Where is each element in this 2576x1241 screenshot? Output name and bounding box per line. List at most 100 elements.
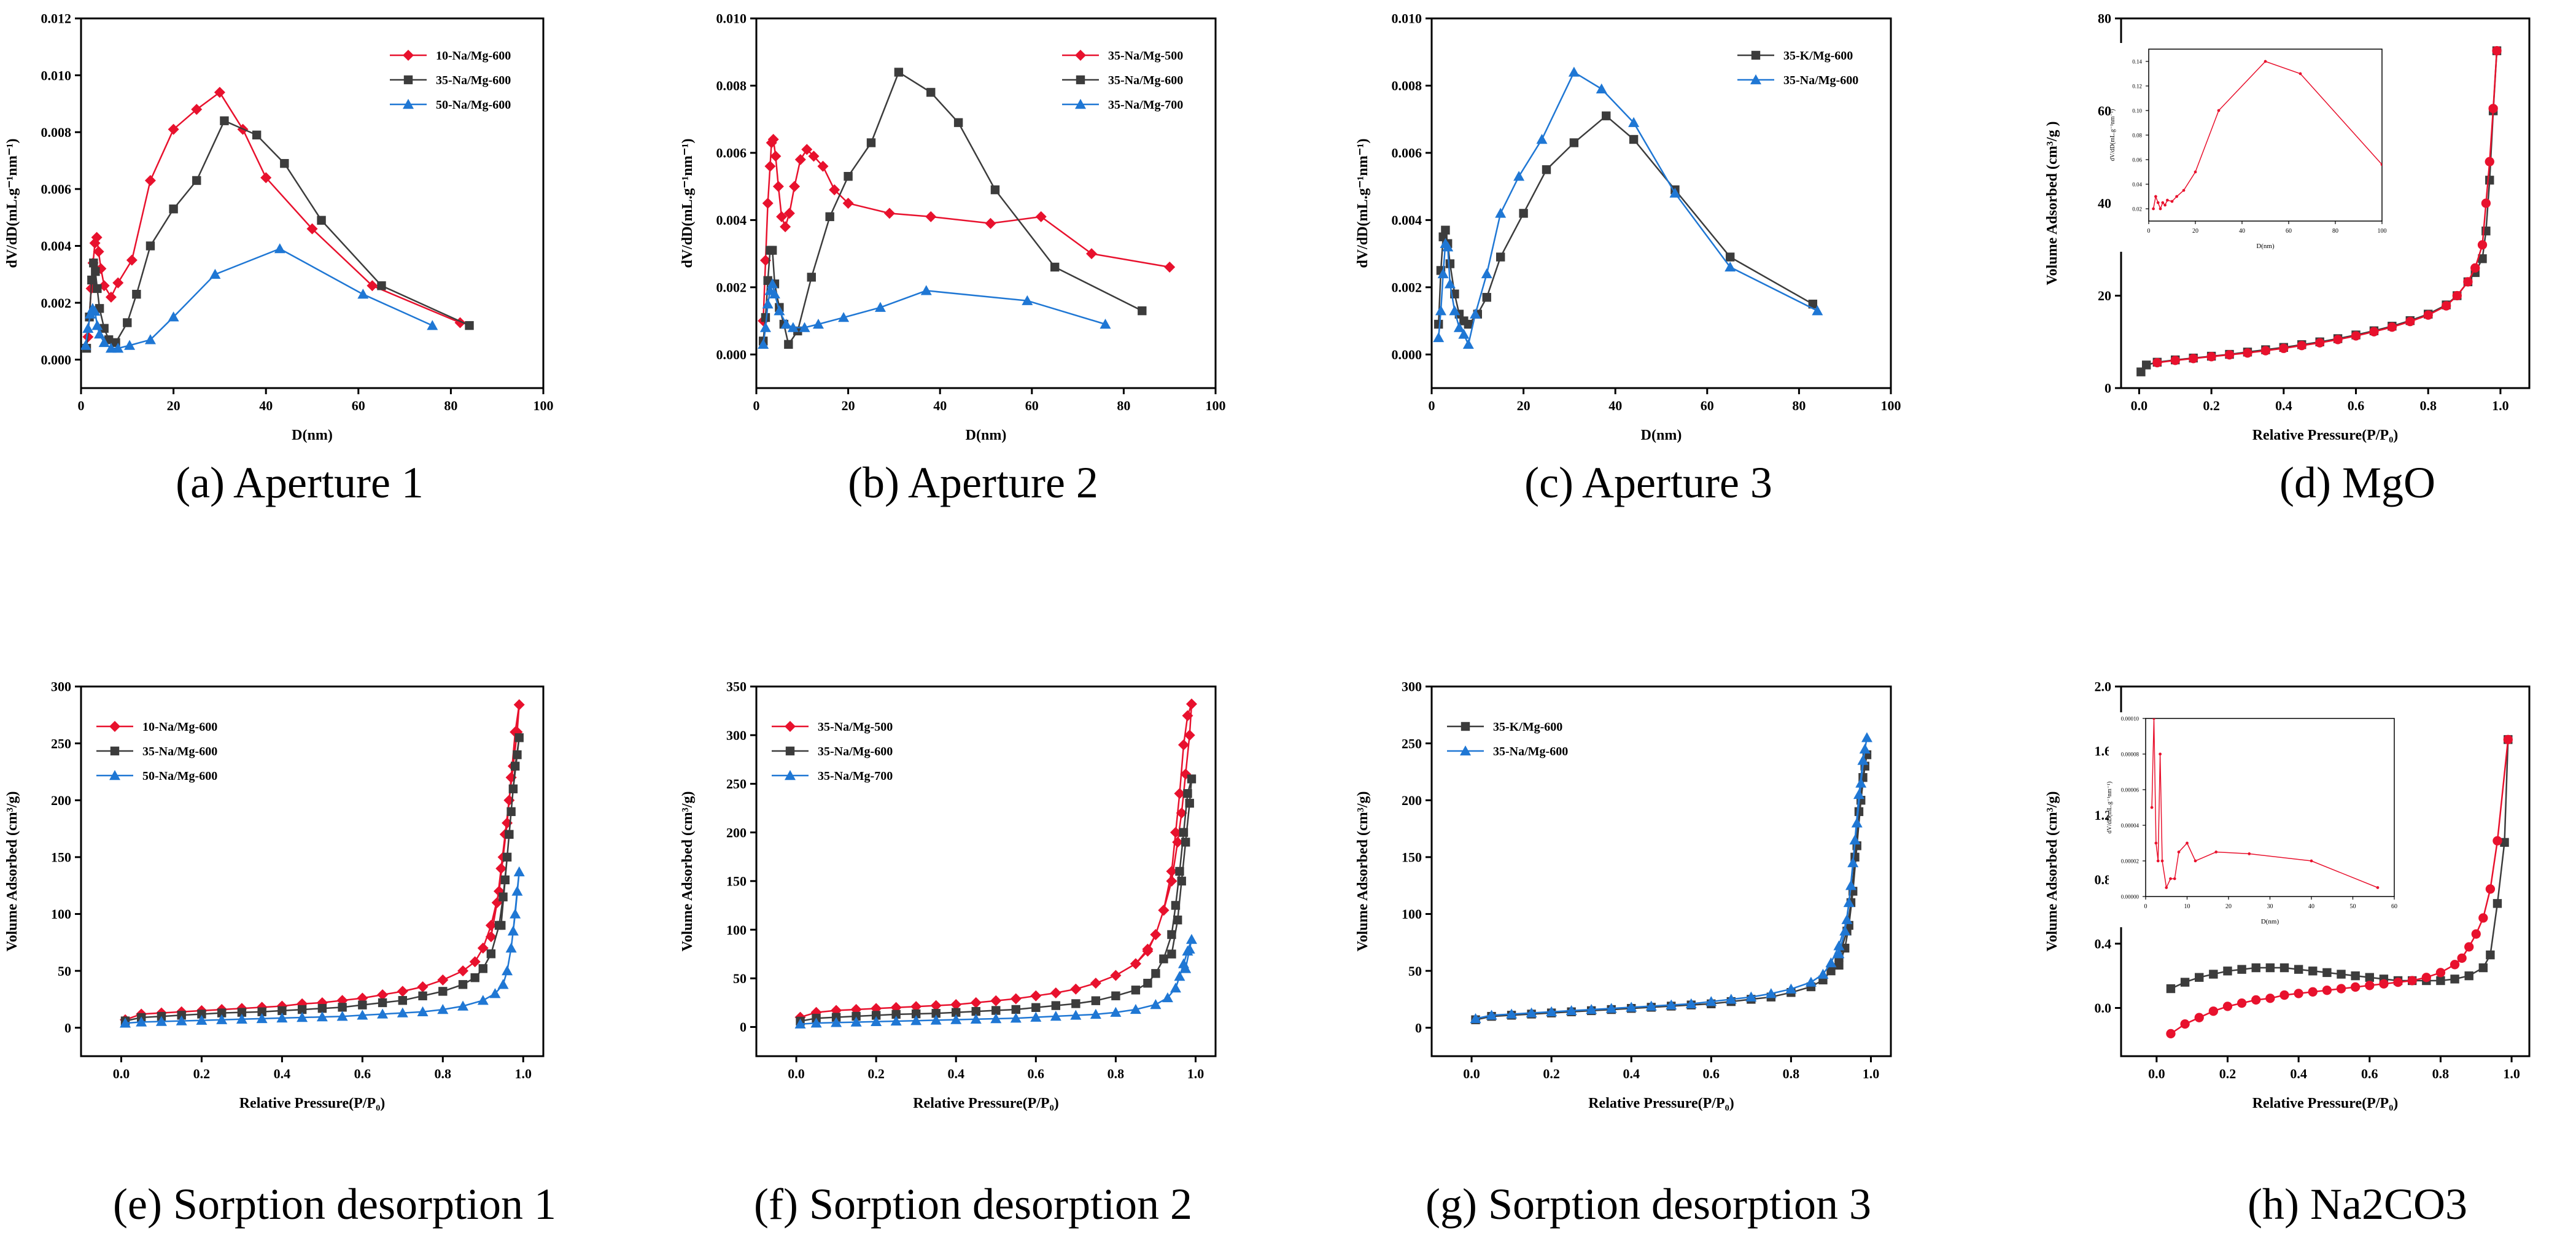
panel-f-xtick-label: 0.8 [1108,1066,1125,1081]
panel-g-legend-label: 35-Na/Mg-600 [1493,745,1568,758]
panel-c-point-35-Na/Mg-600 [1437,268,1449,279]
panel-b-point-35-Na/Mg-600 [866,138,876,147]
panel-f-xtick-label: 0.2 [867,1066,885,1081]
panel-e-ytick-label: 0 [64,1020,71,1035]
panel-h-inset-point-0 [2154,841,2158,845]
panel-c-point-35-Na/Mg-600 [1442,241,1454,252]
panel-g-frame [1430,685,1892,1057]
panel-a-legend-label: 10-Na/Mg-600 [436,49,511,63]
panel-h-point-adsorption [2195,973,2204,982]
panel-g-point-35-Na/Mg-600 [1506,1008,1518,1019]
panel-b-xtick-label: 100 [1206,398,1226,413]
panel-h-point-desorption [2166,1029,2176,1039]
panel-g-xtick-label: 1.0 [1863,1066,1880,1081]
panel-c-ytick-label: 0.000 [1392,347,1422,362]
panel-h-ylabel: Volume Adsorbed (cm³/g) [2044,792,2060,952]
panel-h-point-adsorption [2478,963,2488,973]
panel-h-inset-xtick-label: 20 [2225,903,2232,910]
panel-h-inset-series-line-0 [2151,718,2378,890]
panel-h-point-desorption [2308,987,2318,997]
panel-f-point-35-Na/Mg-500 [1050,987,1061,999]
panel-b-ytick-label: 0.008 [716,78,747,93]
panel-a-point-35-Na/Mg-600 [317,216,326,225]
panel-g-ytick-label: 50 [1408,963,1422,979]
panel-f-data [794,698,1197,1029]
panel-c-xtick-label: 60 [1701,398,1714,413]
panel-h-xtick-label: 1.0 [2503,1066,2520,1081]
panel-g-legend-label: 35-K/Mg-600 [1493,720,1562,734]
panel-f-point-35-Na/Mg-500 [1030,990,1042,1002]
panel-b-point-35-Na/Mg-600 [761,313,770,322]
panel-g-point-35-Na/Mg-600 [1851,817,1863,828]
panel-a-point-50-Na/Mg-600 [209,268,221,279]
panel-b-point-35-Na/Mg-600 [990,185,1000,195]
panel-b-point-35-Na/Mg-700 [762,298,774,309]
panel-a-point-50-Na/Mg-600 [89,305,101,316]
panel-b-point-35-Na/Mg-700 [774,305,785,316]
panel-a-xtick-label: 40 [259,398,273,413]
panel-f-frame [755,685,1217,1057]
panel-e-xtick-label: 0.0 [113,1066,130,1081]
panel-c-plot: 0 20 40 60 80 100 0.000 0.002 0.004 0.006 0.008 0.0… [1355,11,1901,443]
panel-f-point-35-Na/Mg-500 [1184,729,1195,741]
panel-f-point-35-Na/Mg-600 [1181,838,1190,847]
panel-f-point-35-Na/Mg-700 [1180,963,1192,973]
panel-a-point-35-Na/Mg-600 [192,176,201,185]
panel-e-ytick-label: 150 [51,850,71,865]
panel-g-point-35-Na/Mg-600 [1825,957,1837,968]
panel-d-inset-data [2152,60,2382,211]
panel-f-ytick-label: 350 [726,679,747,694]
panel-f-ytick-label: 250 [726,776,747,792]
panel-e-point-10-Na/Mg-600 [377,989,389,1000]
panel-a-point-35-Na/Mg-600 [252,130,262,140]
panel-g-point-35-Na/Mg-600 [1586,1004,1597,1014]
panel-f-point-35-Na/Mg-600 [1187,774,1197,784]
panel-d-inset-ytick-label: 0.08 [2132,133,2142,139]
panel-h-point-adsorption [2337,970,2346,979]
panel-h-inset-xtick-label: 40 [2308,903,2314,910]
panel-c-ytick-label: 0.004 [1392,212,1422,228]
panel-a-point-10-Na/Mg-600 [126,254,138,266]
panel-f-ytick-label: 50 [733,971,747,986]
panel-b-point-35-Na/Mg-600 [1050,262,1060,272]
panel-a-point-50-Na/Mg-600 [124,340,136,350]
panel-g-point-35-Na/Mg-600 [1605,1003,1617,1013]
panel-f-point-35-Na/Mg-700 [810,1017,822,1028]
panel-f-point-35-Na/Mg-600 [891,1010,901,1019]
panel-b-ylabel: dV/dD(mL.g⁻¹nm⁻¹) [680,138,696,268]
panel-f-point-35-Na/Mg-600 [991,1006,1001,1015]
panel-d-point-desorption [2260,346,2271,356]
panel-f-point-35-Na/Mg-600 [852,1011,861,1021]
panel-e-point-35-Na/Mg-600 [378,998,387,1008]
panel-b-xtick-label: 40 [933,398,947,413]
panel-a-point-35-Na/Mg-600 [280,158,289,168]
panel-b-point-35-Na/Mg-700 [759,322,771,332]
panel-d-ytick-label: 40 [2098,196,2111,211]
panel-e-point-35-Na/Mg-600 [418,991,427,1001]
panel-b-plot: 0 20 40 60 80 100 0.000 0.002 0.004 0.006 0.008 0.0… [680,11,1226,443]
panel-c-xtick-label: 100 [1881,398,1901,413]
panel-g-point-35-Na/Mg-600 [1645,1000,1657,1011]
panel-b-point-35-Na/Mg-500 [776,211,788,222]
panel-h-point-desorption [2421,973,2431,982]
panel-b-point-35-Na/Mg-700 [812,319,824,329]
panel-h-inset-xtick-label: 50 [2350,903,2356,910]
panel-h-inset-ytick-label: 0.00008 [2121,752,2140,758]
panel-e-point-35-Na/Mg-600 [458,980,468,989]
panel-f-point-35-Na/Mg-500 [1010,993,1022,1005]
panel-e-frame [80,685,545,1057]
panel-e-point-10-Na/Mg-600 [495,863,507,874]
panel-g-plot: 0.0 0.2 0.4 0.6 0.8 1.0 0 50 100 150 200 250 300 Rela… [1355,679,1892,1111]
panel-g-ytick-label: 250 [1402,736,1422,751]
panel-d-point-desorption [2333,335,2343,344]
panel-h-inset-ylabel: dV/dD(mL.g⁻¹nm⁻¹) [2106,782,2113,834]
panel-e-point-10-Na/Mg-600 [417,981,429,993]
panel-g-point-35-Na/Mg-600 [1470,1013,1481,1024]
panel-b-point-35-Na/Mg-500 [1164,261,1176,273]
panel-h-inset-xlabel: D(nm) [2261,918,2279,925]
panel-g-series-line-35-K/Mg-600 [1475,754,1868,1021]
panel-h-inset-point-0 [2214,850,2218,854]
panel-e-point-10-Na/Mg-600 [397,986,408,997]
panel-f-point-35-Na/Mg-600 [1173,916,1182,925]
